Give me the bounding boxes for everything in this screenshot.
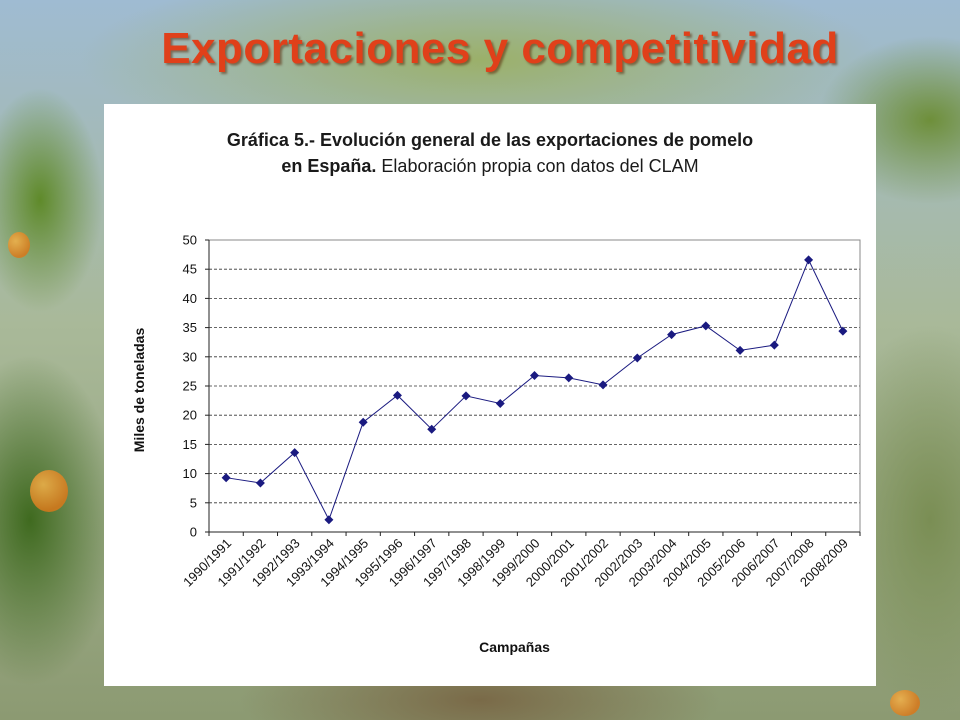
chart-panel: Gráfica 5.- Evolución general de las exp… xyxy=(104,104,876,686)
data-point xyxy=(324,515,334,525)
chart-title-source: Elaboración propia con datos del CLAM xyxy=(381,156,699,176)
y-tick-label: 45 xyxy=(183,262,197,277)
y-tick-label: 40 xyxy=(183,291,197,306)
y-tick-label: 20 xyxy=(183,408,197,423)
y-tick-label: 15 xyxy=(183,437,197,452)
slide-title: Exportaciones y competitividad xyxy=(161,24,839,73)
data-point xyxy=(804,255,814,265)
data-point xyxy=(838,326,848,336)
x-axis-title: Campañas xyxy=(479,639,550,655)
data-point xyxy=(769,340,779,350)
data-point xyxy=(530,370,539,380)
data-point xyxy=(221,473,231,483)
chart-title-bold-part: en España. xyxy=(281,156,377,176)
chart-title-line1: Gráfica 5.- Evolución general de las exp… xyxy=(226,130,754,150)
y-tick-label: 25 xyxy=(183,379,197,394)
data-point xyxy=(598,380,608,390)
data-point xyxy=(427,424,437,434)
orange-fruit-decoration xyxy=(890,690,920,716)
y-tick-label: 0 xyxy=(190,525,197,540)
series-line xyxy=(226,258,844,522)
orange-fruit-decoration xyxy=(8,232,30,258)
data-point xyxy=(701,321,711,331)
data-point xyxy=(667,330,677,340)
data-point xyxy=(461,391,471,401)
chart-title-line2: en España. Elaboración propia con datos … xyxy=(104,156,876,177)
y-tick-label: 5 xyxy=(190,495,197,510)
y-tick-label: 10 xyxy=(183,466,197,481)
y-tick-label: 35 xyxy=(183,320,197,335)
data-point xyxy=(632,353,642,363)
y-axis-title: Miles de toneladas xyxy=(131,328,147,453)
data-point xyxy=(392,390,402,400)
data-point xyxy=(495,399,505,409)
y-tick-label: 30 xyxy=(183,349,197,364)
data-point xyxy=(735,345,745,355)
data-point xyxy=(564,373,574,383)
data-point xyxy=(358,417,368,427)
y-tick-label: 50 xyxy=(183,233,197,248)
line-chart: 051015202530354045501990/19911991/199219… xyxy=(131,233,861,655)
orange-fruit-decoration xyxy=(30,470,68,512)
data-point xyxy=(290,448,300,458)
